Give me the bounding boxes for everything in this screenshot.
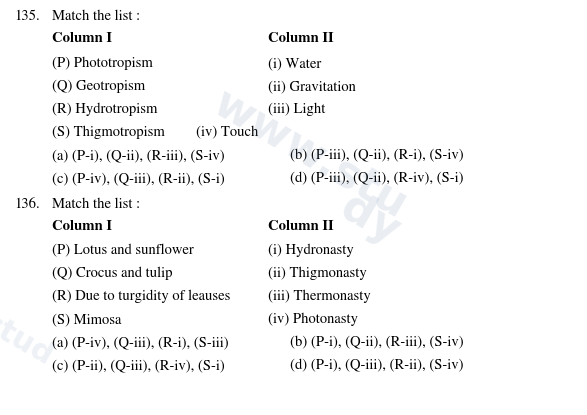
Text: stud: stud bbox=[0, 308, 58, 371]
Text: 135.: 135. bbox=[14, 10, 40, 23]
Text: (c) (P-iv), (Q-iii), (R-ii), (S-i): (c) (P-iv), (Q-iii), (R-ii), (S-i) bbox=[52, 172, 225, 186]
Text: Match the list :: Match the list : bbox=[52, 198, 140, 211]
Text: (d) (P-i), (Q-iii), (R-ii), (S-iv): (d) (P-i), (Q-iii), (R-ii), (S-iv) bbox=[290, 359, 464, 372]
Text: (iii) Light: (iii) Light bbox=[268, 103, 325, 116]
Text: (ii) Thigmonasty: (ii) Thigmonasty bbox=[268, 267, 367, 281]
Text: dy: dy bbox=[333, 186, 407, 254]
Text: (P) Lotus and sunflower: (P) Lotus and sunflower bbox=[52, 244, 194, 257]
Text: Column II: Column II bbox=[268, 32, 333, 45]
Text: (ii) Gravitation: (ii) Gravitation bbox=[268, 80, 356, 93]
Text: (i) Hydronasty: (i) Hydronasty bbox=[268, 244, 354, 257]
Text: (d) (P-iii), (Q-ii), (R-iv), (S-i): (d) (P-iii), (Q-ii), (R-iv), (S-i) bbox=[290, 172, 464, 186]
Text: (i) Water: (i) Water bbox=[268, 57, 321, 71]
Text: (b) (P-iii), (Q-ii), (R-i), (S-iv): (b) (P-iii), (Q-ii), (R-i), (S-iv) bbox=[290, 149, 464, 162]
Text: (R) Due to turgidity of leauses: (R) Due to turgidity of leauses bbox=[52, 290, 230, 303]
Text: (c) (P-ii), (Q-iii), (R-iv), (S-i): (c) (P-ii), (Q-iii), (R-iv), (S-i) bbox=[52, 359, 225, 372]
Text: (a) (P-i), (Q-ii), (R-iii), (S-iv): (a) (P-i), (Q-ii), (R-iii), (S-iv) bbox=[52, 149, 225, 162]
Text: (S) Mimosa: (S) Mimosa bbox=[52, 313, 122, 326]
Text: (P) Phototropism: (P) Phototropism bbox=[52, 57, 153, 71]
Text: (b) (P-i), (Q-ii), (R-iii), (S-iv): (b) (P-i), (Q-ii), (R-iii), (S-iv) bbox=[290, 336, 464, 349]
Text: Column II: Column II bbox=[268, 220, 333, 233]
Text: Column I: Column I bbox=[52, 220, 112, 233]
Text: Match the list :: Match the list : bbox=[52, 10, 140, 23]
Text: (Q) Geotropism: (Q) Geotropism bbox=[52, 80, 145, 93]
Text: (R) Hydrotropism: (R) Hydrotropism bbox=[52, 103, 157, 116]
Text: www.stu: www.stu bbox=[205, 82, 414, 228]
Text: 136.: 136. bbox=[14, 198, 40, 211]
Text: (iii) Thermonasty: (iii) Thermonasty bbox=[268, 290, 371, 303]
Text: (S) Thigmotropism: (S) Thigmotropism bbox=[52, 126, 165, 139]
Text: (iv) Photonasty: (iv) Photonasty bbox=[268, 313, 358, 327]
Text: (a) (P-iv), (Q-iii), (R-i), (S-iii): (a) (P-iv), (Q-iii), (R-i), (S-iii) bbox=[52, 336, 228, 349]
Text: Column I: Column I bbox=[52, 32, 112, 45]
Text: (iv) Touch: (iv) Touch bbox=[196, 126, 258, 139]
Text: (Q) Crocus and tulip: (Q) Crocus and tulip bbox=[52, 267, 173, 281]
